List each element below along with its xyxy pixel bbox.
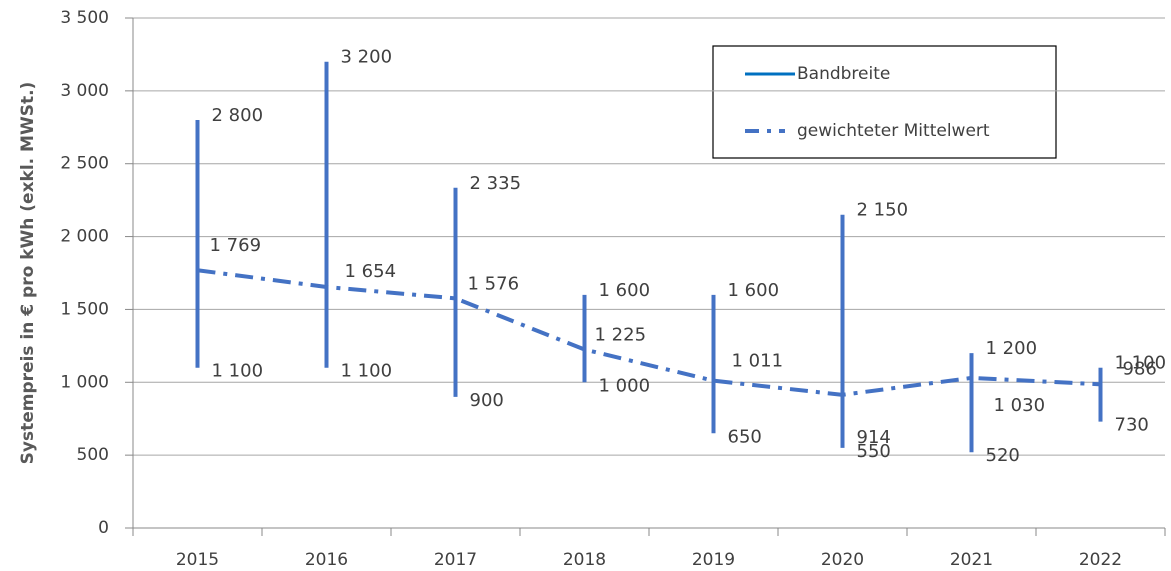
x-tick-label: 2020 (821, 550, 864, 570)
low-label: 1 000 (599, 375, 651, 396)
high-label: 1 600 (728, 280, 780, 301)
y-tick-label: 500 (77, 445, 109, 465)
y-tick-label: 1 000 (60, 372, 109, 392)
y-tick-label: 3 000 (60, 81, 109, 101)
low-label: 1 100 (341, 361, 393, 382)
mean-label: 1 576 (468, 273, 520, 294)
high-label: 3 200 (341, 47, 393, 68)
low-label: 900 (470, 390, 504, 411)
y-axis-title: Systempreis in € pro kWh (exkl. MWSt.) (18, 82, 38, 465)
high-label: 2 800 (212, 105, 264, 126)
x-tick-label: 2022 (1079, 550, 1122, 570)
y-tick-label: 2 000 (60, 227, 109, 247)
x-tick-label: 2016 (305, 550, 348, 570)
x-tick-label: 2015 (176, 550, 219, 570)
x-tick-label: 2017 (434, 550, 477, 570)
x-tick-label: 2018 (563, 550, 606, 570)
low-label: 650 (728, 426, 762, 447)
y-tick-label: 2 500 (60, 154, 109, 174)
mean-label: 986 (1123, 358, 1157, 379)
low-label: 1 100 (212, 361, 264, 382)
mean-label: 1 225 (595, 325, 647, 346)
high-label: 1 600 (599, 280, 651, 301)
x-tick-label: 2019 (692, 550, 735, 570)
mean-label: 1 654 (345, 261, 397, 282)
mean-label: 914 (857, 427, 891, 448)
low-label: 520 (986, 445, 1020, 466)
legend-box (712, 45, 1057, 159)
y-tick-label: 0 (98, 518, 109, 538)
y-tick-label: 3 500 (60, 8, 109, 28)
mean-label: 1 011 (732, 351, 784, 372)
mean-label: 1 030 (994, 395, 1046, 416)
mean-label: 1 769 (210, 235, 262, 256)
x-tick-label: 2021 (950, 550, 993, 570)
high-label: 1 200 (986, 338, 1038, 359)
low-label: 550 (857, 441, 891, 462)
high-label: 2 335 (470, 173, 522, 194)
mean-line (197, 268, 1101, 397)
y-tick-label: 1 500 (60, 299, 109, 319)
high-label: 1 100 (1115, 353, 1167, 374)
legend-label: gewichteter Mittelwert (797, 121, 990, 141)
high-label: 2 150 (857, 200, 909, 221)
legend-label: Bandbreite (797, 64, 890, 84)
low-label: 730 (1115, 415, 1149, 436)
